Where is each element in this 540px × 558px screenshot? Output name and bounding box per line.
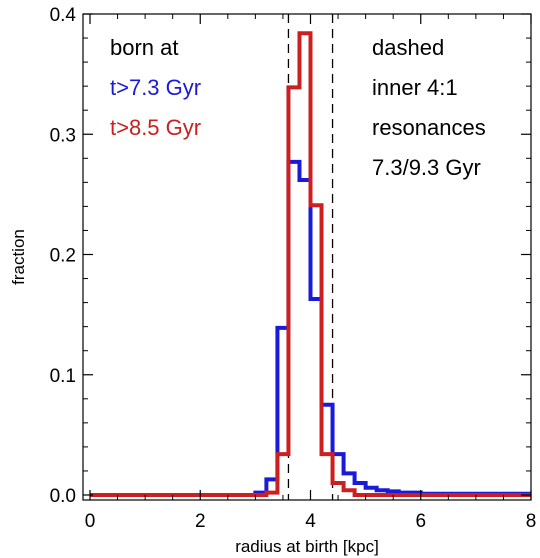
plot-layer — [90, 14, 531, 500]
annotation-dashed: dashed — [372, 35, 444, 60]
x-tick-label: 8 — [526, 511, 537, 532]
y-tick-label: 0.2 — [50, 246, 76, 267]
annotation-born-at: born at — [110, 35, 179, 60]
x-axis-label: radius at birth [kpc] — [235, 537, 379, 556]
annotation-resonances: resonances — [372, 115, 486, 140]
y-tick-label: 0.3 — [50, 125, 76, 146]
legend-label-series-2: t>8.5 Gyr — [110, 115, 201, 140]
x-tick-label: 4 — [305, 511, 316, 532]
legend-label-series-1: t>7.3 Gyr — [110, 75, 201, 100]
y-tick-label: 0.4 — [50, 5, 77, 26]
x-tick-label: 6 — [415, 511, 426, 532]
x-tick-label: 0 — [85, 511, 96, 532]
histogram-series-1 — [90, 159, 531, 497]
histogram-series-2 — [90, 31, 531, 497]
annotation-times: 7.3/9.3 Gyr — [372, 155, 481, 180]
y-tick-label: 0.1 — [50, 366, 76, 387]
axis-layer: 0 2 4 6 8 0.0 0.1 0.2 0.3 0.4 — [50, 5, 537, 532]
plot-frame — [82, 13, 532, 501]
y-axis-label: fraction — [9, 229, 28, 285]
x-tick-label: 2 — [195, 511, 206, 532]
annotation-inner-resonance: inner 4:1 — [372, 75, 458, 100]
y-tick-label: 0.0 — [50, 486, 76, 507]
